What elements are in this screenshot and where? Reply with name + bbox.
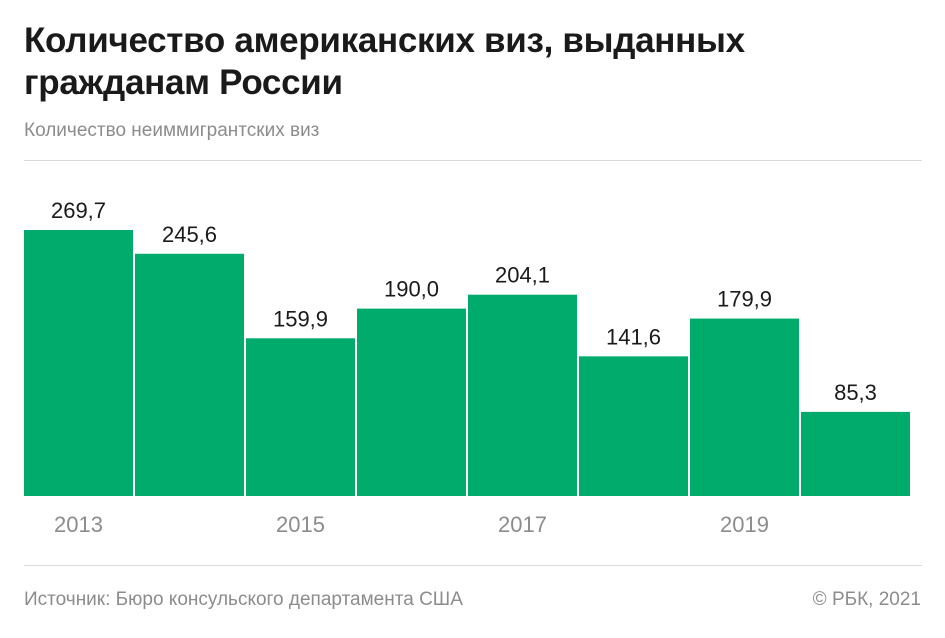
bar-2018	[579, 356, 688, 496]
bars-group	[24, 230, 910, 496]
chart-subtitle: Количество неиммигрантских виз	[24, 120, 320, 141]
x-tick-label-2013: 2013	[54, 512, 103, 537]
bar-chart: 269,7245,6159,9190,0204,1141,6179,985,3 …	[24, 198, 910, 537]
bar-2013	[24, 230, 133, 496]
bar-2020	[801, 411, 910, 496]
source-note: Источник: Бюро консульского департамента…	[24, 589, 463, 610]
chart-title: Количество американских виз, выданных гр…	[24, 21, 745, 102]
value-label-2019: 179,9	[717, 287, 772, 312]
x-tick-label-2019: 2019	[720, 512, 769, 537]
bar-2016	[357, 308, 466, 496]
bar-2015	[246, 338, 355, 496]
value-label-2015: 159,9	[273, 306, 328, 331]
bar-2019	[690, 318, 799, 496]
value-label-2017: 204,1	[495, 263, 550, 288]
value-labels-group: 269,7 245,6 159,9 190,0 204,1 141,6 179,9 85,3	[51, 198, 877, 405]
value-label-2018: 141,6	[606, 324, 661, 349]
footer-divider	[24, 565, 922, 566]
value-label-2020: 85,3	[834, 380, 877, 405]
value-label-2013: 269,7	[51, 198, 106, 223]
bar-2014	[135, 253, 244, 496]
x-tick-label-2017: 2017	[498, 512, 547, 537]
x-tick-label-2015: 2015	[276, 512, 325, 537]
x-tick-labels-group: 2013 2015 2017 2019	[54, 512, 769, 537]
value-label-2014: 245,6	[162, 222, 217, 247]
copyright-credit: © РБК, 2021	[812, 589, 921, 610]
header-divider	[24, 160, 922, 161]
bar-2017	[468, 294, 577, 496]
value-label-2016: 190,0	[384, 277, 439, 302]
